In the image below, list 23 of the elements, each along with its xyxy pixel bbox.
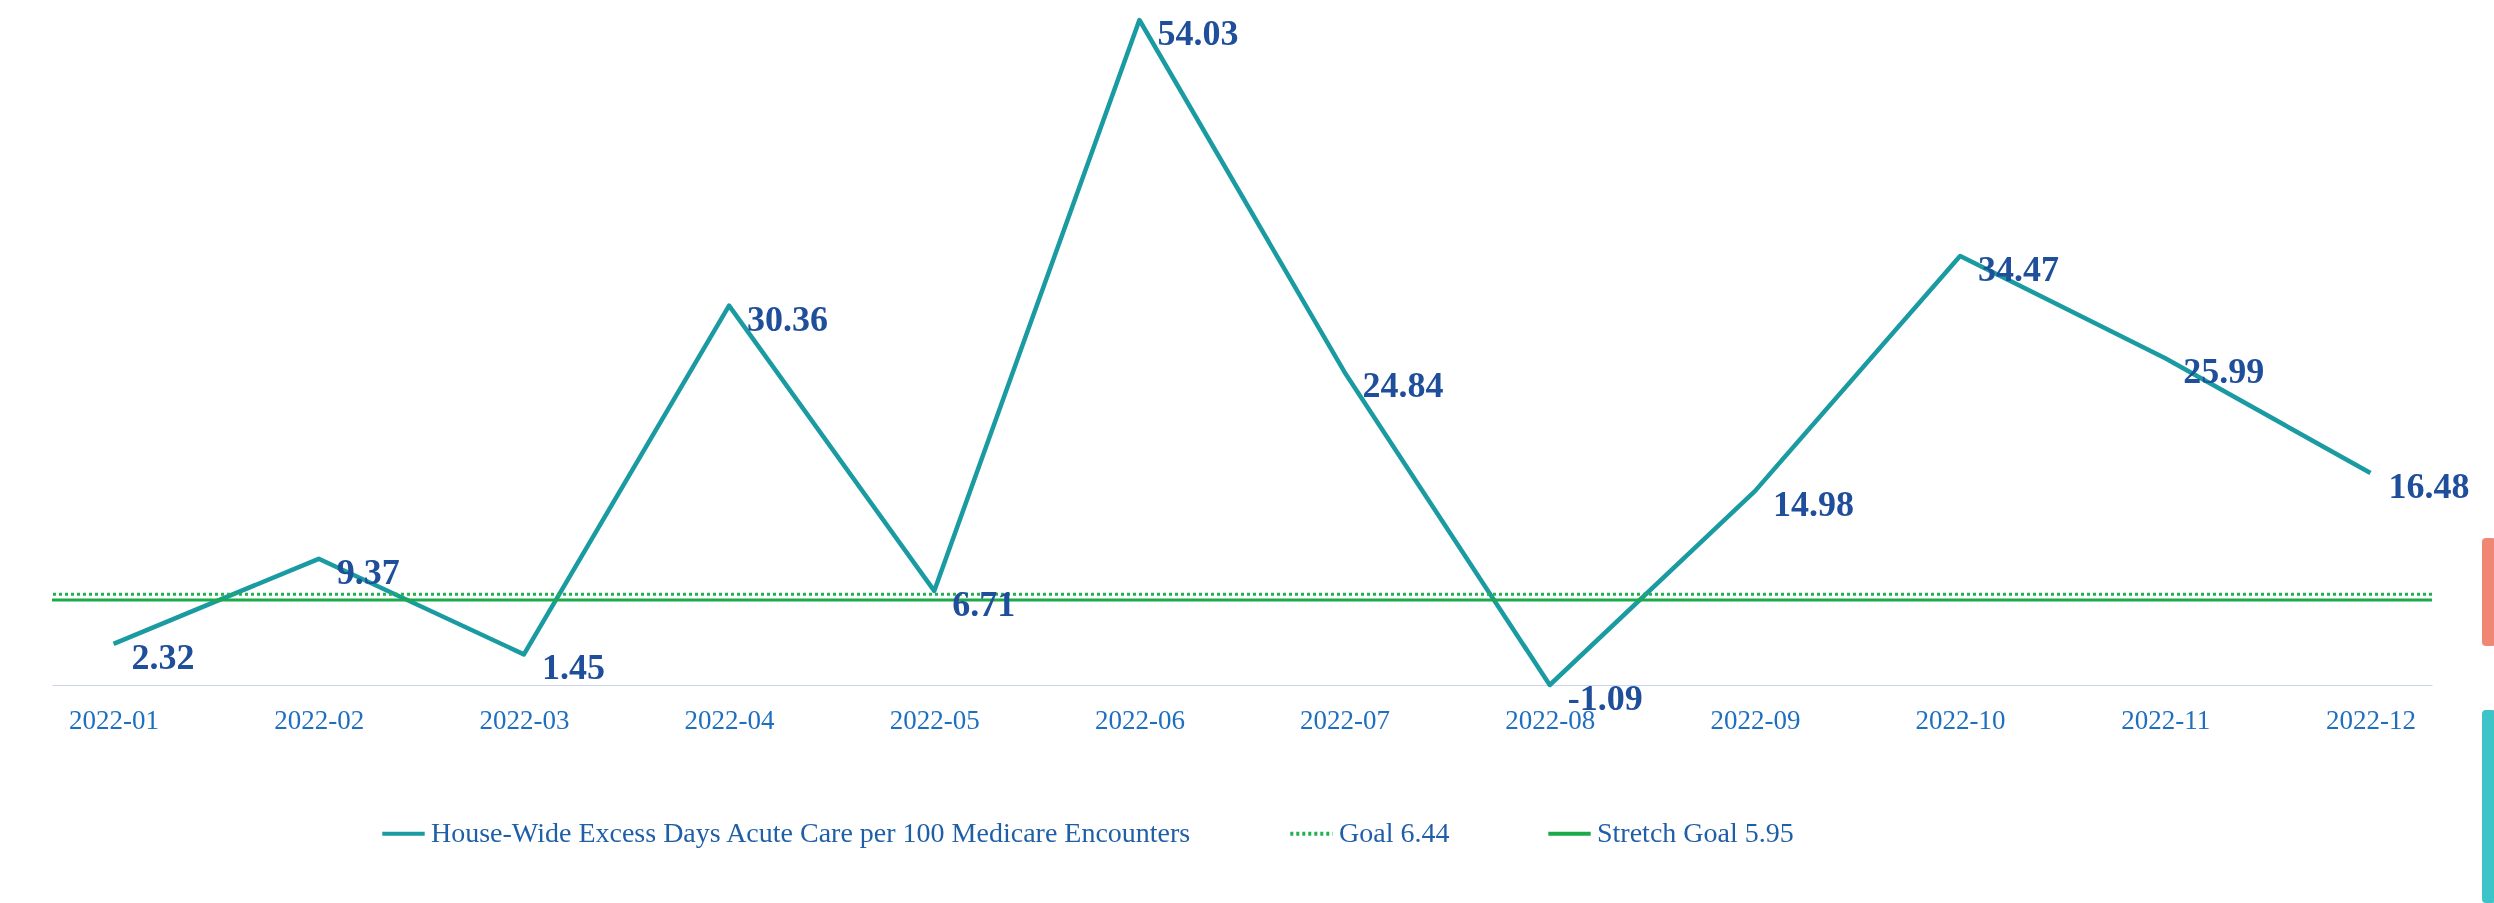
x-tick-label: 2022-02 bbox=[274, 704, 365, 735]
data-label: 34.47 bbox=[1978, 248, 2060, 289]
x-tick-label: 2022-10 bbox=[1915, 704, 2006, 735]
x-tick-label: 2022-05 bbox=[889, 704, 980, 735]
x-tick-label: 2022-07 bbox=[1300, 704, 1391, 735]
x-tick-label: 2022-06 bbox=[1094, 704, 1185, 735]
data-label: 25.99 bbox=[2183, 351, 2265, 392]
legend-label: Goal 6.44 bbox=[1339, 816, 1450, 848]
data-label: 24.84 bbox=[1362, 365, 1444, 406]
data-label: 14.98 bbox=[1772, 484, 1854, 525]
legend-label: Stretch Goal 5.95 bbox=[1597, 816, 1794, 848]
x-tick-label: 2022-12 bbox=[2325, 704, 2416, 735]
x-tick-label: 2022-01 bbox=[69, 704, 160, 735]
legend-label: House-Wide Excess Days Acute Care per 100 Medicare Encounters bbox=[431, 816, 1191, 848]
data-label: 1.45 bbox=[541, 647, 605, 688]
x-tick-label: 2022-09 bbox=[1710, 704, 1801, 735]
x-tick-label: 2022-03 bbox=[479, 704, 570, 735]
x-tick-label: 2022-04 bbox=[684, 704, 776, 735]
data-label: 16.48 bbox=[2388, 466, 2470, 507]
x-tick-label: 2022-11 bbox=[2121, 704, 2211, 735]
data-label: 54.03 bbox=[1157, 13, 1239, 53]
data-label: 2.32 bbox=[131, 636, 195, 677]
data-label: 30.36 bbox=[747, 298, 829, 339]
